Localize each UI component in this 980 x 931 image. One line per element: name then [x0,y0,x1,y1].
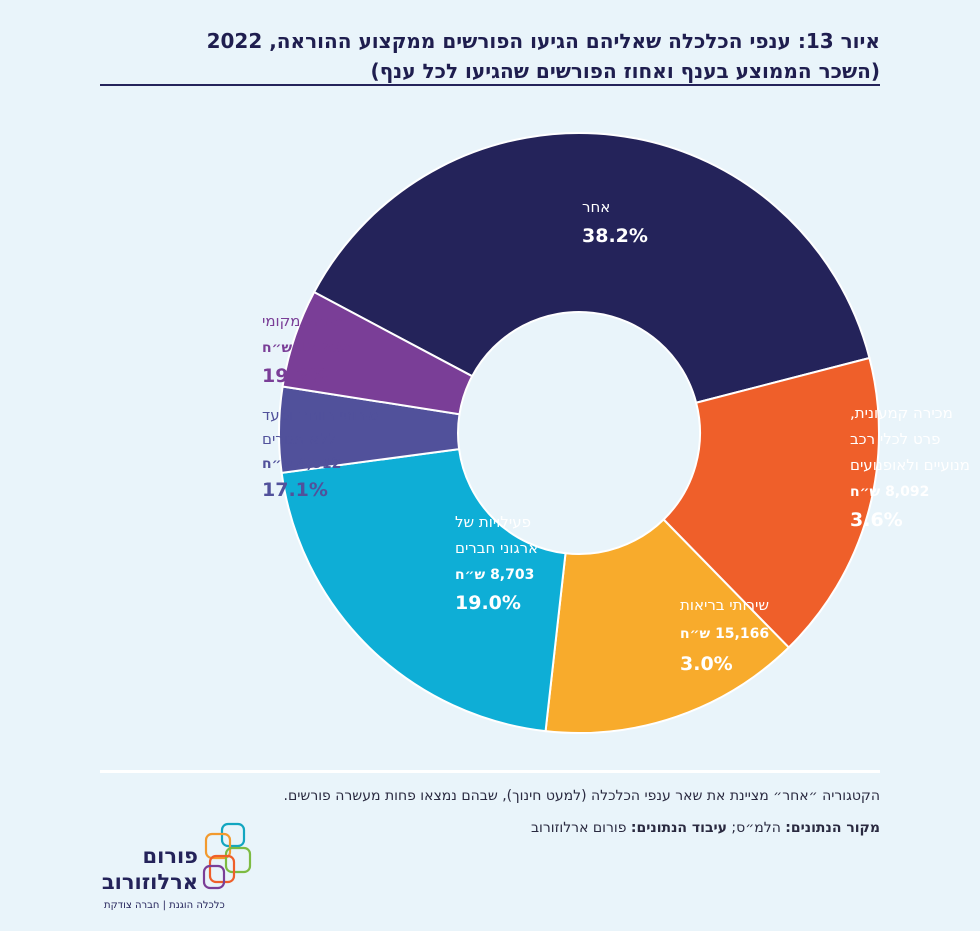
label-local-salary: 13,295 ש״ח [262,340,351,356]
chart-title-block: איור 13: ענפי הכלכלה שאליהם הגיעו הפורשי… [100,26,880,86]
chart-title: איור 13: ענפי הכלכלה שאליהם הגיעו הפורשי… [206,29,880,53]
processing-value: פורום ארלוזורוב [530,820,631,836]
logo-square-orange [204,832,232,860]
label-vehicles-line3: מנועיים ולאופנועים [850,456,970,474]
label-welfare-line1: שירותי רווחה וסעד [262,406,379,424]
label-vehicles-percent: 3.6% [850,509,903,531]
chart-subtitle: (השכר הממוצע בענף ואחוז הפורשים שהגיעו ל… [370,59,880,83]
logo-squares-icon [202,822,252,890]
label-welfare-percent: 17.1% [262,479,328,501]
logo-square-green [224,846,252,874]
processing-label: עיבוד הנתונים: [630,820,727,836]
label-orgs-percent: 19.0% [455,592,521,614]
label-orgs-line1: פעילויות של [455,513,531,531]
label-local-line1: מינהל מקומי [262,312,343,330]
label-orgs-line2: ארגוני חברים [455,539,538,557]
donut-labels: אחר 38.2% מכירה קמעונית, פרט לכלי רכב מנועיי… [262,198,970,675]
source-value: הלמ״ס; [726,820,786,836]
title-divider [100,84,880,86]
label-other-percent: 38.2% [582,225,648,247]
logo-name-line2: ארלוזורוב [101,870,198,894]
label-welfare-line2: ללא מגורים [262,430,336,448]
label-welfare-salary: 4,512 ש״ח [262,456,341,472]
slice-health [544,518,791,734]
label-health-line1: שירותי בריאות [680,596,769,614]
source-label: מקור הנתונים: [785,820,880,836]
logo-tagline: כלכלה הוגנת | חברה צודקת [104,900,225,911]
label-vehicles-salary: 8,092 ש״ח [850,484,929,500]
logo-square-purple [202,864,226,890]
label-vehicles-line2: פרט לכלי רכב [850,430,941,448]
slice-other [312,132,871,404]
label-other-line1: אחר [582,198,610,216]
source-line: מקור הנתונים: הלמ״ס; עיבוד הנתונים: פורו… [100,820,880,836]
donut-chart: אחר 38.2% מכירה קמעונית, פרט לכלי רכב מנועיי… [262,132,970,734]
slice-orgs [280,447,567,733]
label-health-salary: 15,166 ש״ח [680,626,769,642]
label-vehicles-line1: מכירה קמעונית, [850,404,953,422]
footnote: הקטגוריה ״אחר״ מציינת את שאר ענפי הכלכלה… [283,788,880,804]
footer-divider [100,770,880,773]
logo-square-red [208,854,236,884]
donut-slices [278,132,880,734]
label-local-percent: 19.2% [262,365,328,387]
slice-vehicles [662,356,880,649]
forum-logo: פורום ארלוזורוב כלכלה הוגנת | חברה צודקת [100,822,260,917]
logo-name-line1: פורום [142,844,199,868]
label-health-percent: 3.0% [680,653,733,675]
slice-local [281,290,474,416]
label-orgs-salary: 8,703 ש״ח [455,567,534,583]
